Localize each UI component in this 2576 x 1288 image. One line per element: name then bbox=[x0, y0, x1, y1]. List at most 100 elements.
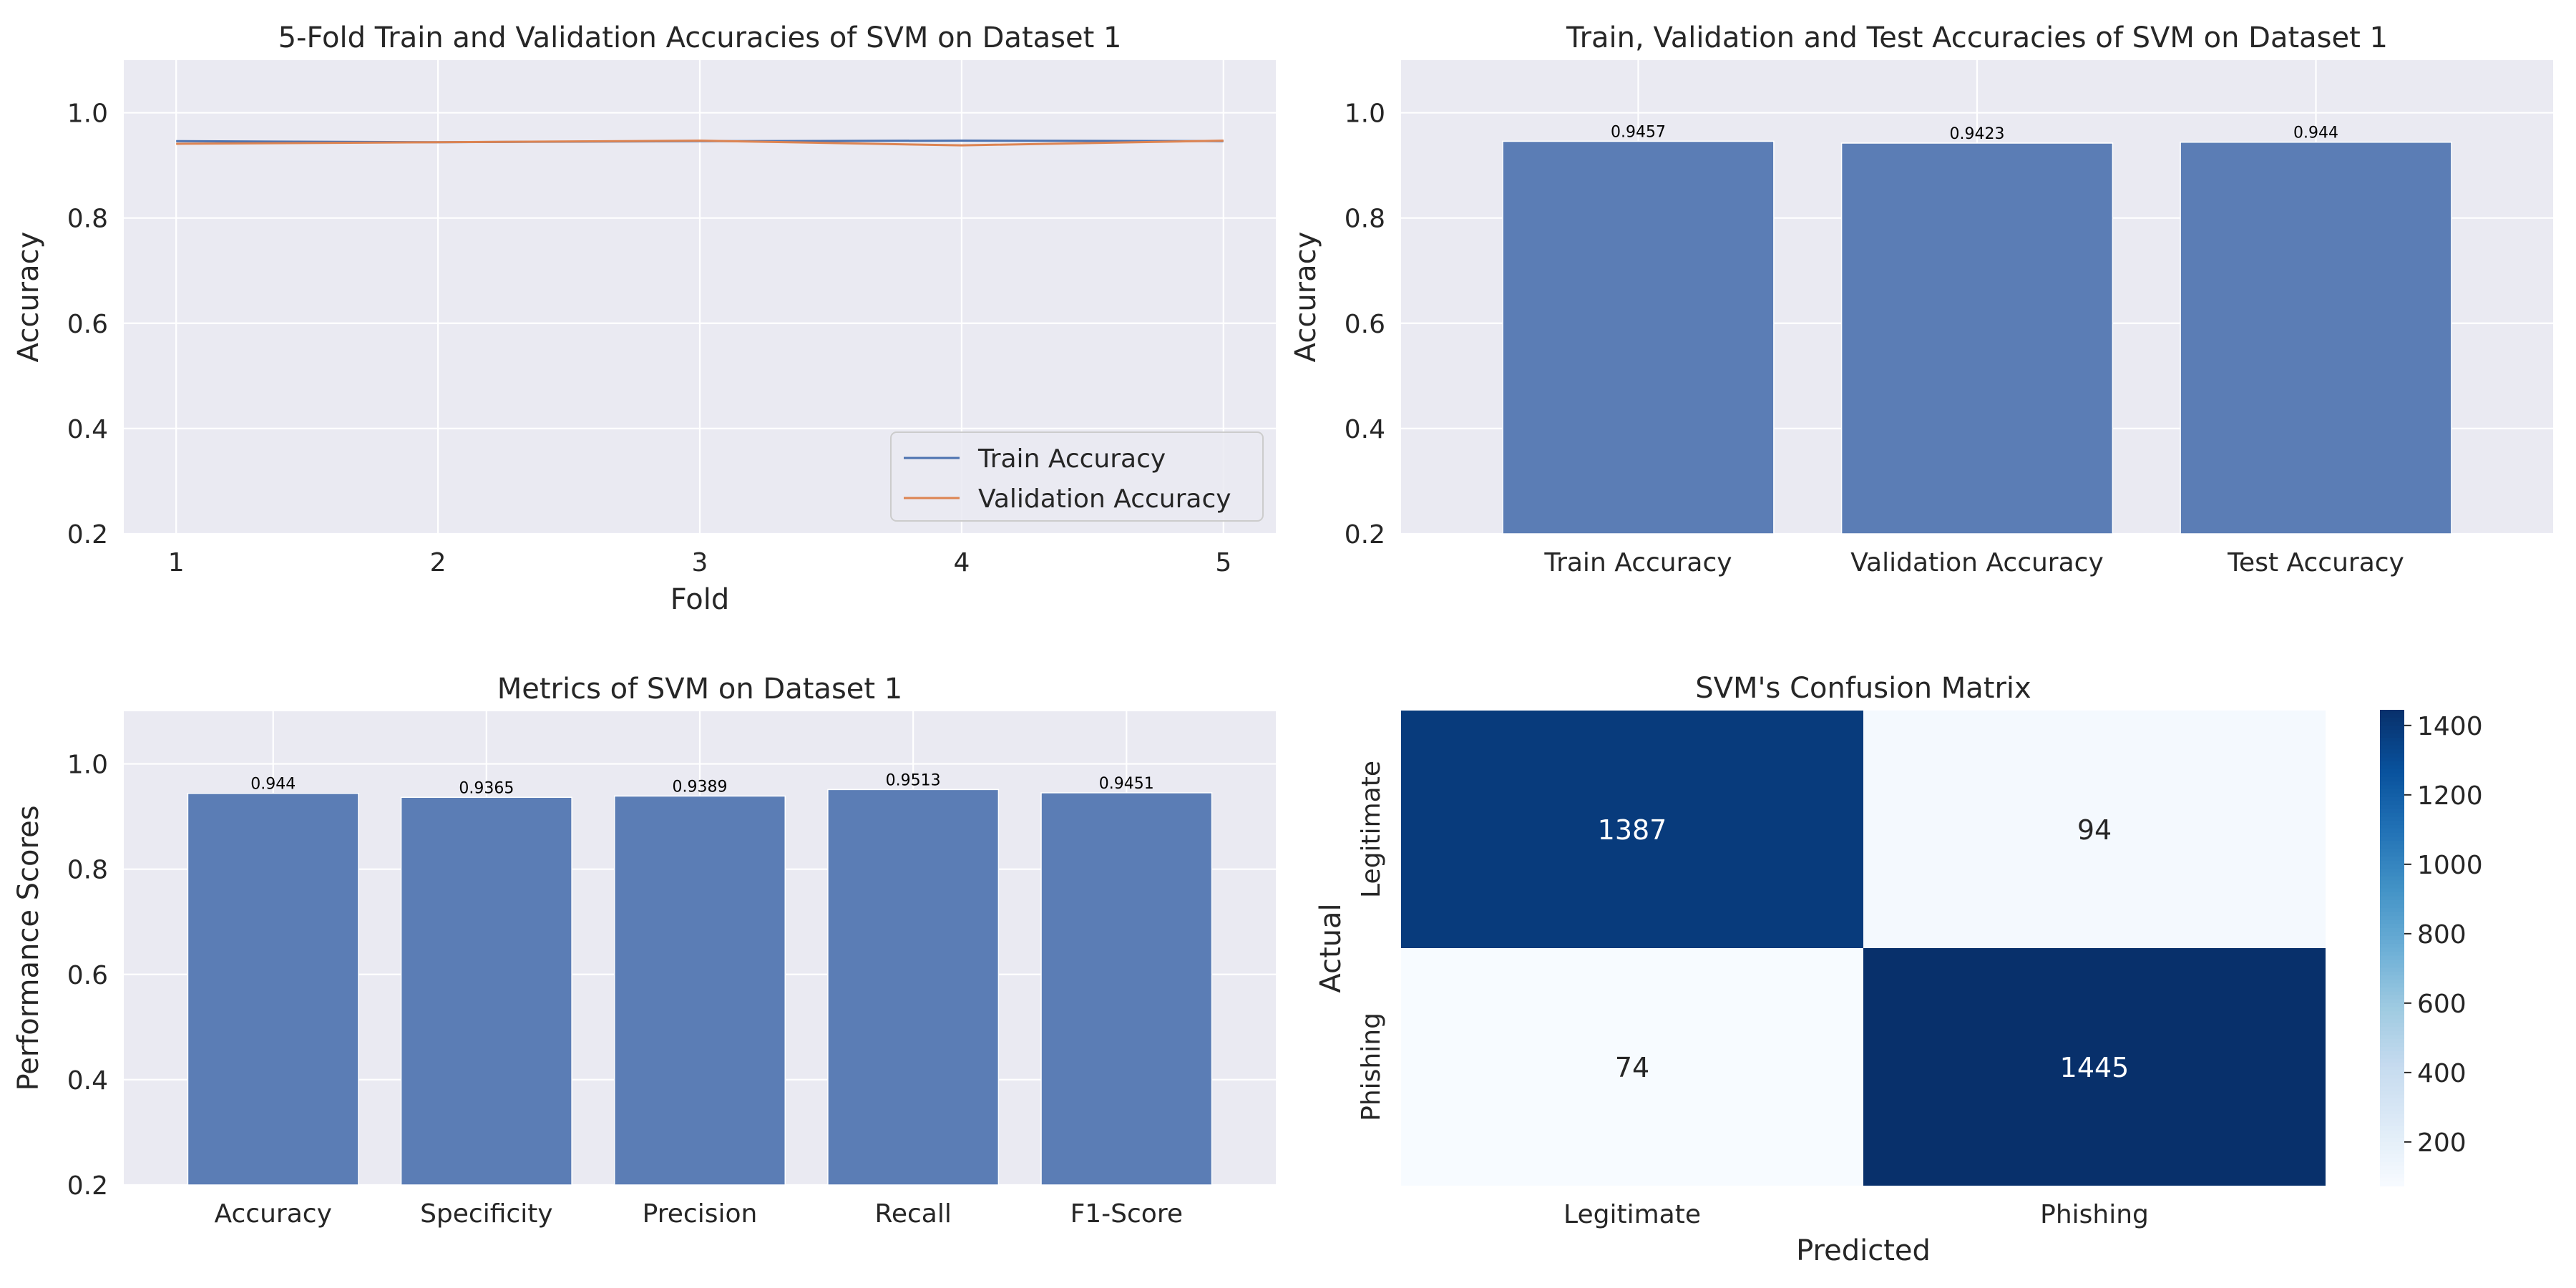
y-tick-label: 0.6 bbox=[67, 310, 108, 339]
colorbar-segment bbox=[2380, 896, 2404, 901]
y-tick-label: Phishing bbox=[1357, 1013, 1386, 1121]
colorbar-segment bbox=[2380, 892, 2404, 897]
data-label: 0.9451 bbox=[1099, 775, 1154, 793]
y-tick-label: 0.2 bbox=[1345, 520, 1385, 550]
colorbar-segment bbox=[2380, 840, 2404, 846]
colorbar-segment bbox=[2380, 1122, 2404, 1127]
x-tick-label: 1 bbox=[168, 548, 185, 577]
colorbar-segment bbox=[2380, 761, 2404, 766]
x-tick-label: Precision bbox=[643, 1199, 758, 1229]
colorbar-segment bbox=[2380, 872, 2404, 877]
colorbar-segment bbox=[2380, 947, 2404, 953]
colorbar-segment bbox=[2380, 721, 2404, 727]
colorbar-segment bbox=[2380, 1118, 2404, 1123]
colorbar-segment bbox=[2380, 729, 2404, 735]
colorbar-segment bbox=[2380, 940, 2404, 945]
colorbar-segment bbox=[2380, 1050, 2404, 1056]
colorbar-tick-label: 400 bbox=[2417, 1059, 2467, 1088]
x-tick-label: 3 bbox=[692, 548, 708, 577]
y-tick-label: 0.4 bbox=[67, 415, 108, 444]
bar bbox=[1040, 792, 1213, 1186]
x-tick-label: Accuracy bbox=[215, 1199, 332, 1229]
colorbar-segment bbox=[2380, 844, 2404, 849]
colorbar-segment bbox=[2380, 793, 2404, 798]
colorbar-segment bbox=[2380, 1023, 2404, 1028]
colorbar-segment bbox=[2380, 805, 2404, 810]
y-tick-label: 1.0 bbox=[67, 751, 108, 780]
colorbar-segment bbox=[2380, 995, 2404, 1000]
colorbar-segment bbox=[2380, 718, 2404, 723]
colorbar-segment bbox=[2380, 1098, 2404, 1103]
colorbar-segment bbox=[2380, 1174, 2404, 1179]
y-tick-label: 0.2 bbox=[67, 1171, 108, 1201]
colorbar-segment bbox=[2380, 741, 2404, 746]
colorbar-segment bbox=[2380, 1015, 2404, 1020]
colorbar-segment bbox=[2380, 1146, 2404, 1151]
colorbar-segment bbox=[2380, 1138, 2404, 1143]
x-tick-label: Validation Accuracy bbox=[1850, 548, 2104, 577]
y-tick-label: 0.8 bbox=[67, 205, 108, 234]
colorbar-segment bbox=[2380, 904, 2404, 909]
y-axis-label: Actual bbox=[1314, 903, 1347, 992]
colorbar-segment bbox=[2380, 1078, 2404, 1083]
colorbar-segment bbox=[2380, 1106, 2404, 1111]
chart-title: Metrics of SVM on Dataset 1 bbox=[497, 673, 903, 706]
colorbar-tick-label: 1200 bbox=[2417, 781, 2483, 811]
y-axis-label: Accuracy bbox=[12, 232, 45, 363]
colorbar-segment bbox=[2380, 880, 2404, 885]
colorbar-segment bbox=[2380, 955, 2404, 961]
x-tick-label: F1-Score bbox=[1070, 1199, 1183, 1229]
y-tick-label: 0.6 bbox=[67, 961, 108, 990]
x-tick-label: Phishing bbox=[2040, 1200, 2149, 1229]
colorbar-segment bbox=[2380, 765, 2404, 771]
colorbar-segment bbox=[2380, 1110, 2404, 1116]
x-tick-label: 5 bbox=[1215, 548, 1231, 577]
colorbar-segment bbox=[2380, 1003, 2404, 1008]
bar bbox=[2180, 141, 2452, 535]
colorbar-segment bbox=[2380, 1161, 2404, 1167]
colorbar-segment bbox=[2380, 796, 2404, 802]
y-axis-label: Performance Scores bbox=[12, 805, 45, 1091]
colorbar-segment bbox=[2380, 801, 2404, 806]
colorbar-segment bbox=[2380, 1177, 2404, 1183]
colorbar-segment bbox=[2380, 824, 2404, 830]
y-tick-label: 0.8 bbox=[1345, 205, 1385, 234]
series-line-1 bbox=[176, 140, 1224, 147]
colorbar-segment bbox=[2380, 960, 2404, 965]
x-tick-label: Legitimate bbox=[1563, 1200, 1701, 1229]
colorbar-segment bbox=[2380, 1011, 2404, 1016]
colorbar-segment bbox=[2380, 1166, 2404, 1171]
chart-title: Train, Validation and Test Accuracies of… bbox=[1566, 21, 2388, 54]
colorbar-segment bbox=[2380, 829, 2404, 834]
colorbar-segment bbox=[2380, 1130, 2404, 1135]
y-tick-label: 1.0 bbox=[67, 99, 108, 129]
colorbar-segment bbox=[2380, 785, 2404, 790]
y-tick-label: 0.8 bbox=[67, 856, 108, 885]
colorbar-segment bbox=[2380, 864, 2404, 869]
colorbar-tick-label: 600 bbox=[2417, 990, 2467, 1019]
colorbar-segment bbox=[2380, 1007, 2404, 1013]
chart-1: 0.2 0.4 0.6 0.8 1.0 Train, Validation and Tes… bbox=[1289, 21, 2553, 577]
data-label: 0.944 bbox=[250, 776, 296, 794]
data-label: 0.9423 bbox=[1950, 125, 2005, 143]
colorbar-segment bbox=[2380, 1142, 2404, 1147]
y-axis-label: Accuracy bbox=[1289, 232, 1322, 363]
data-label: 0.9389 bbox=[673, 778, 728, 796]
data-label: 0.9513 bbox=[886, 771, 941, 789]
colorbar-segment bbox=[2380, 852, 2404, 858]
colorbar-segment bbox=[2380, 1150, 2404, 1155]
y-tick-label: 0.4 bbox=[1345, 415, 1385, 444]
colorbar-segment bbox=[2380, 952, 2404, 957]
chart-title: SVM's Confusion Matrix bbox=[1695, 672, 2031, 705]
colorbar-segment bbox=[2380, 1153, 2404, 1159]
colorbar-segment bbox=[2380, 745, 2404, 751]
colorbar-segment bbox=[2380, 912, 2404, 917]
colorbar-segment bbox=[2380, 1074, 2404, 1080]
data-label: 0.944 bbox=[2293, 125, 2338, 142]
colorbar-tick-label: 1400 bbox=[2417, 712, 2483, 741]
colorbar-segment bbox=[2380, 857, 2404, 862]
bar bbox=[1502, 140, 1775, 535]
x-tick-label: 4 bbox=[953, 548, 970, 577]
colorbar-segment bbox=[2380, 971, 2404, 977]
colorbar-segment bbox=[2380, 860, 2404, 866]
